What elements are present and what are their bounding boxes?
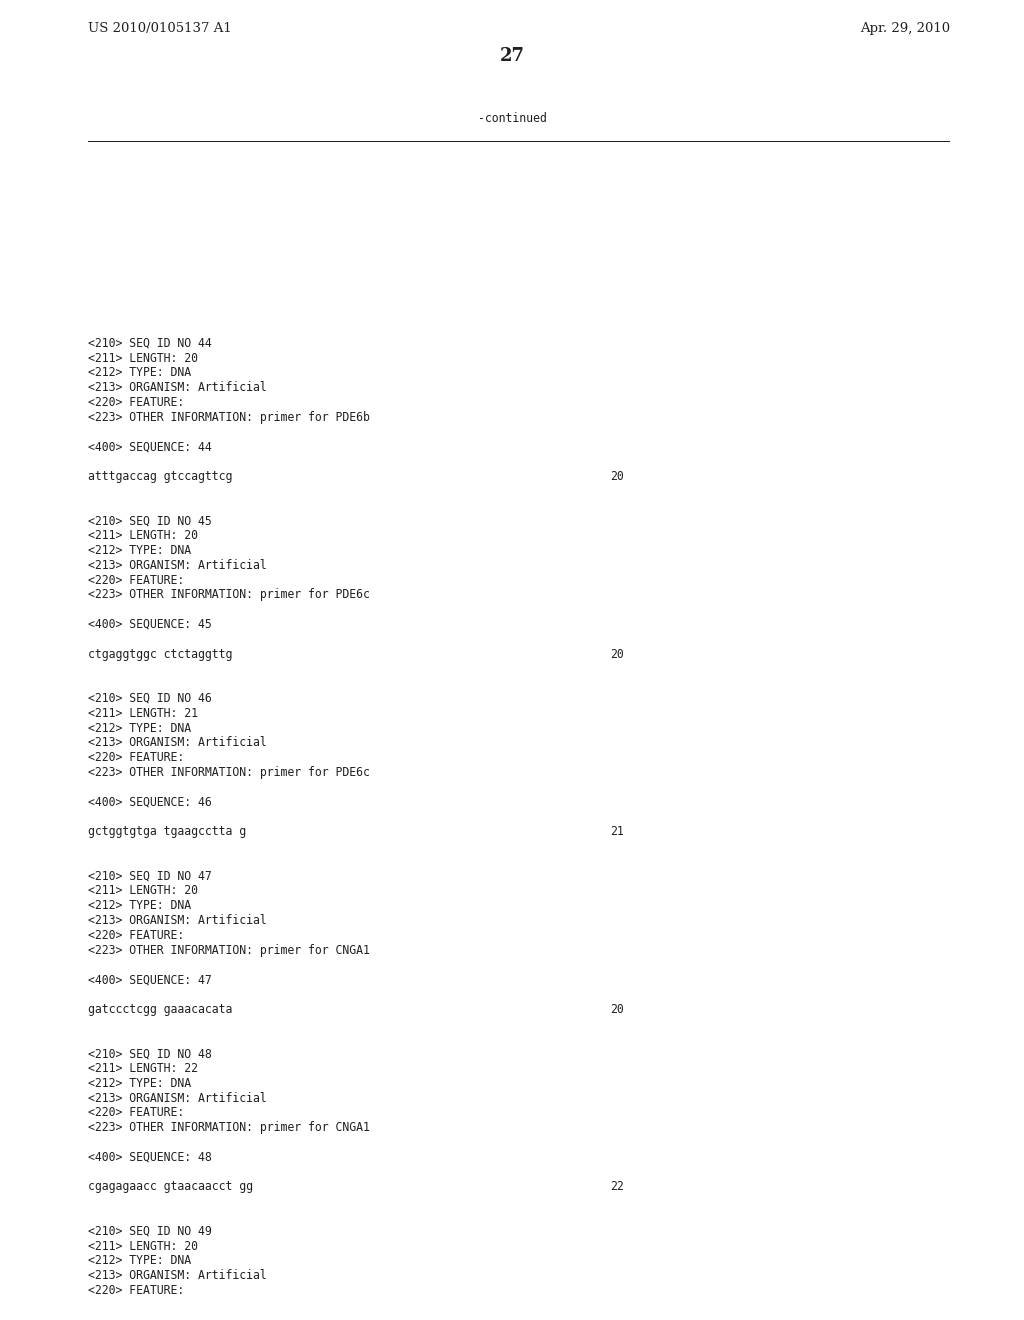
Text: atttgaccag gtccagttcg: atttgaccag gtccagttcg [88,470,232,483]
Text: <220> FEATURE:: <220> FEATURE: [88,1106,184,1119]
Text: <213> ORGANISM: Artificial: <213> ORGANISM: Artificial [88,913,266,927]
Text: <400> SEQUENCE: 46: <400> SEQUENCE: 46 [88,796,212,809]
Text: <210> SEQ ID NO 48: <210> SEQ ID NO 48 [88,1047,212,1060]
Text: <211> LENGTH: 20: <211> LENGTH: 20 [88,1239,198,1253]
Text: <400> SEQUENCE: 44: <400> SEQUENCE: 44 [88,441,212,453]
Text: 22: 22 [610,1180,624,1193]
Text: cgagagaacc gtaacaacct gg: cgagagaacc gtaacaacct gg [88,1180,253,1193]
Text: ctgaggtggc ctctaggttg: ctgaggtggc ctctaggttg [88,648,232,660]
Text: <210> SEQ ID NO 46: <210> SEQ ID NO 46 [88,692,212,705]
Text: <220> FEATURE:: <220> FEATURE: [88,1284,184,1298]
Text: <213> ORGANISM: Artificial: <213> ORGANISM: Artificial [88,1270,266,1282]
Text: <220> FEATURE:: <220> FEATURE: [88,751,184,764]
Text: <212> TYPE: DNA: <212> TYPE: DNA [88,1254,191,1267]
Text: <212> TYPE: DNA: <212> TYPE: DNA [88,367,191,379]
Text: gctggtgtga tgaagcctta g: gctggtgtga tgaagcctta g [88,825,246,838]
Text: 21: 21 [610,825,624,838]
Text: 20: 20 [610,1003,624,1016]
Text: <210> SEQ ID NO 45: <210> SEQ ID NO 45 [88,515,212,528]
Text: <400> SEQUENCE: 47: <400> SEQUENCE: 47 [88,973,212,986]
Text: <211> LENGTH: 20: <211> LENGTH: 20 [88,351,198,364]
Text: <210> SEQ ID NO 44: <210> SEQ ID NO 44 [88,337,212,350]
Text: <211> LENGTH: 21: <211> LENGTH: 21 [88,706,198,719]
Text: <223> OTHER INFORMATION: primer for PDE6c: <223> OTHER INFORMATION: primer for PDE6… [88,589,370,602]
Text: US 2010/0105137 A1: US 2010/0105137 A1 [88,22,231,36]
Text: <211> LENGTH: 20: <211> LENGTH: 20 [88,529,198,543]
Text: <223> OTHER INFORMATION: primer for PDE6b: <223> OTHER INFORMATION: primer for PDE6… [88,411,370,424]
Text: <213> ORGANISM: Artificial: <213> ORGANISM: Artificial [88,737,266,750]
Text: <223> OTHER INFORMATION: primer for CNGA1: <223> OTHER INFORMATION: primer for CNGA… [88,944,370,957]
Text: <220> FEATURE:: <220> FEATURE: [88,929,184,941]
Text: <400> SEQUENCE: 45: <400> SEQUENCE: 45 [88,618,212,631]
Text: <212> TYPE: DNA: <212> TYPE: DNA [88,544,191,557]
Text: <212> TYPE: DNA: <212> TYPE: DNA [88,899,191,912]
Text: <223> OTHER INFORMATION: primer for PDE6c: <223> OTHER INFORMATION: primer for PDE6… [88,766,370,779]
Text: gatccctcgg gaaacacata: gatccctcgg gaaacacata [88,1003,232,1016]
Text: 27: 27 [500,48,524,65]
Text: <220> FEATURE:: <220> FEATURE: [88,396,184,409]
Text: <212> TYPE: DNA: <212> TYPE: DNA [88,1077,191,1090]
Text: <400> SEQUENCE: 48: <400> SEQUENCE: 48 [88,1151,212,1164]
Text: <210> SEQ ID NO 49: <210> SEQ ID NO 49 [88,1225,212,1238]
Text: <211> LENGTH: 20: <211> LENGTH: 20 [88,884,198,898]
Text: <223> OTHER INFORMATION: primer for CNGA1: <223> OTHER INFORMATION: primer for CNGA… [88,1121,370,1134]
Text: <211> LENGTH: 22: <211> LENGTH: 22 [88,1063,198,1074]
Text: 20: 20 [610,648,624,660]
Text: <213> ORGANISM: Artificial: <213> ORGANISM: Artificial [88,558,266,572]
Text: 20: 20 [610,470,624,483]
Text: <210> SEQ ID NO 47: <210> SEQ ID NO 47 [88,870,212,883]
Text: Apr. 29, 2010: Apr. 29, 2010 [860,22,950,36]
Text: <220> FEATURE:: <220> FEATURE: [88,574,184,586]
Text: -continued: -continued [477,112,547,125]
Text: <213> ORGANISM: Artificial: <213> ORGANISM: Artificial [88,1092,266,1105]
Text: <212> TYPE: DNA: <212> TYPE: DNA [88,722,191,735]
Text: <213> ORGANISM: Artificial: <213> ORGANISM: Artificial [88,381,266,395]
